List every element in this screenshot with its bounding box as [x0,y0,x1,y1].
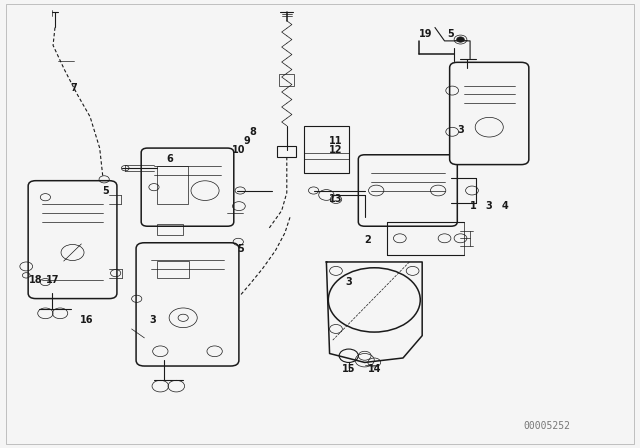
Text: 17: 17 [46,275,60,285]
Bar [157,261,189,278]
FancyBboxPatch shape [450,62,529,164]
Text: 18: 18 [29,275,43,285]
Circle shape [457,37,465,42]
Text: 13: 13 [329,194,342,204]
Circle shape [178,314,188,321]
Text: 12: 12 [329,145,342,155]
Text: 6: 6 [166,154,173,164]
Text: 3: 3 [149,315,156,325]
Text: 1: 1 [470,201,477,211]
Text: 5: 5 [237,244,244,254]
Text: 19: 19 [419,29,432,39]
Bar [157,166,188,204]
Text: 4: 4 [502,201,509,211]
Text: 3: 3 [457,125,464,135]
Text: 3: 3 [486,201,493,211]
Text: 5: 5 [102,185,109,195]
Text: 9: 9 [243,136,250,146]
FancyBboxPatch shape [141,148,234,226]
Text: 3: 3 [346,277,352,287]
Text: 10: 10 [232,145,246,155]
Bar [304,126,349,172]
Bar [277,146,296,157]
FancyBboxPatch shape [358,155,458,226]
Text: 5: 5 [447,29,454,39]
Text: 8: 8 [250,127,257,138]
Text: 2: 2 [365,235,371,245]
FancyBboxPatch shape [28,181,117,298]
Bar [157,224,182,235]
FancyBboxPatch shape [136,243,239,366]
Text: 16: 16 [80,315,93,325]
Text: 14: 14 [367,364,381,374]
Text: 00005252: 00005252 [524,421,570,431]
Bar [279,74,294,86]
Text: 7: 7 [71,83,77,93]
Text: 11: 11 [329,136,342,146]
Text: 15: 15 [342,364,355,374]
